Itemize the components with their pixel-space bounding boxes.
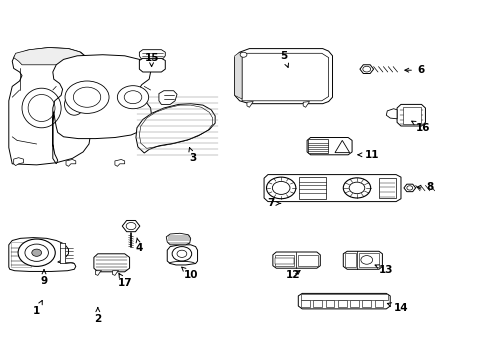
Circle shape (177, 250, 186, 257)
Polygon shape (234, 49, 332, 104)
Polygon shape (95, 271, 102, 275)
Polygon shape (66, 159, 76, 166)
Text: 10: 10 (182, 267, 198, 280)
Circle shape (32, 249, 41, 256)
Circle shape (172, 247, 191, 261)
Circle shape (240, 52, 246, 57)
Polygon shape (386, 109, 396, 119)
Polygon shape (139, 50, 165, 58)
Text: 4: 4 (135, 238, 143, 253)
Bar (362, 300, 370, 307)
Polygon shape (396, 104, 425, 126)
Bar (60, 243, 64, 263)
Bar (345, 253, 355, 267)
Polygon shape (166, 233, 190, 245)
Text: 11: 11 (357, 150, 378, 160)
Polygon shape (264, 175, 400, 202)
Polygon shape (298, 293, 389, 309)
Polygon shape (272, 252, 320, 268)
Polygon shape (9, 238, 76, 271)
Polygon shape (303, 102, 309, 107)
Bar (358, 253, 379, 267)
Polygon shape (242, 53, 328, 101)
Bar (299, 177, 325, 199)
Polygon shape (343, 251, 382, 269)
Text: 2: 2 (94, 308, 101, 324)
Polygon shape (334, 140, 349, 153)
Bar (298, 255, 317, 266)
Circle shape (18, 239, 55, 266)
Bar (337, 300, 346, 307)
Circle shape (65, 81, 109, 113)
Polygon shape (112, 271, 119, 275)
Circle shape (362, 66, 370, 72)
Text: 3: 3 (188, 148, 196, 163)
Text: 14: 14 (386, 303, 407, 313)
Polygon shape (246, 102, 253, 107)
Polygon shape (9, 48, 95, 165)
Circle shape (266, 177, 295, 199)
Bar (60, 243, 64, 263)
Polygon shape (136, 104, 215, 153)
Bar (374, 300, 383, 307)
Text: 5: 5 (280, 51, 288, 67)
Circle shape (272, 181, 289, 194)
Text: 1: 1 (33, 301, 42, 316)
Bar (313, 300, 322, 307)
Polygon shape (14, 158, 23, 166)
Circle shape (348, 182, 364, 194)
Bar (378, 178, 395, 198)
Bar (325, 300, 334, 307)
Circle shape (117, 86, 148, 109)
Polygon shape (167, 245, 197, 265)
Text: 15: 15 (144, 53, 159, 67)
Bar (60, 243, 64, 263)
Polygon shape (115, 159, 124, 166)
Circle shape (126, 222, 136, 230)
Text: 13: 13 (374, 265, 393, 275)
Polygon shape (403, 184, 415, 192)
Text: 6: 6 (404, 65, 423, 75)
Text: 8: 8 (416, 182, 433, 192)
Circle shape (343, 178, 370, 198)
Polygon shape (122, 220, 140, 232)
Text: 7: 7 (267, 198, 280, 208)
Polygon shape (359, 65, 373, 73)
Bar (349, 300, 358, 307)
Bar (274, 258, 294, 264)
Polygon shape (159, 91, 177, 104)
Bar (11, 242, 31, 267)
Polygon shape (14, 48, 85, 65)
Circle shape (73, 87, 101, 107)
Bar (301, 300, 309, 307)
Bar (60, 243, 64, 263)
Bar (307, 139, 327, 153)
Polygon shape (94, 254, 129, 272)
Bar (60, 243, 64, 263)
Text: 9: 9 (41, 270, 47, 286)
Bar (274, 255, 294, 266)
Polygon shape (139, 58, 165, 72)
Circle shape (360, 256, 372, 264)
Text: 16: 16 (411, 121, 429, 133)
Bar (403, 107, 420, 124)
Polygon shape (53, 55, 151, 164)
Text: 17: 17 (117, 274, 132, 288)
Polygon shape (234, 52, 242, 99)
Circle shape (406, 186, 412, 190)
Text: 12: 12 (285, 270, 300, 280)
Bar (301, 294, 387, 300)
Polygon shape (306, 138, 351, 155)
Circle shape (25, 244, 48, 261)
Circle shape (124, 91, 142, 104)
